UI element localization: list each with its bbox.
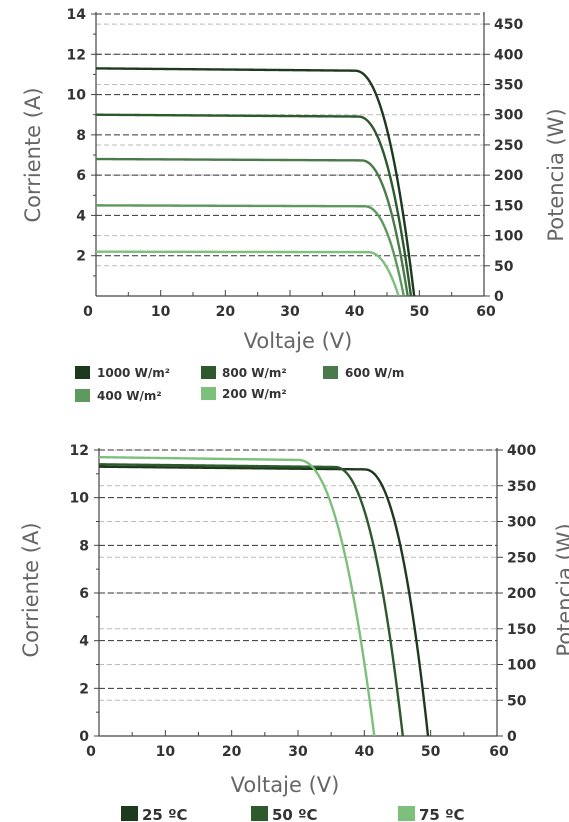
chart1-legend: 1000 W/m² 800 W/m² 600 W/m 400 W/m² 200 … [75, 366, 404, 403]
y2-tick-label: 350 [507, 479, 536, 495]
legend-swatch-25c [121, 806, 138, 821]
legend-label-800: 800 W/m² [222, 366, 287, 380]
x-tick-label: 0 [83, 304, 93, 320]
y2-tick-label: 400 [494, 47, 523, 63]
y-tick-label: 2 [76, 249, 86, 265]
y2-tick-label: 200 [494, 168, 523, 184]
series-line-0-2 [95, 157, 409, 297]
y-tick-label: 6 [79, 586, 89, 602]
y-tick-label: 12 [70, 443, 89, 459]
x-tick-label: 10 [151, 304, 171, 320]
y2-tick-label: 250 [507, 550, 536, 566]
y-tick-label: 8 [79, 538, 89, 554]
chart2-x-axis-title: Voltaje (V) [231, 773, 340, 797]
legend-label-75c: 75 ºC [419, 806, 465, 822]
series-line-1-1 [98, 463, 405, 737]
y2-tick-label: 0 [507, 729, 517, 745]
y2-tick-label: 350 [494, 78, 523, 94]
legend-label-600: 600 W/m [345, 366, 404, 380]
y-tick-label: 4 [76, 208, 86, 224]
legend-label-50c: 50 ºC [272, 806, 318, 822]
chart2-axes: 0 10 20 30 40 50 60024681012050100150200250300… [70, 443, 537, 760]
y2-tick-label: 300 [494, 108, 523, 124]
legend-label-400: 400 W/m² [97, 389, 162, 403]
y2-tick-label: 50 [494, 259, 514, 275]
legend-label-200: 200 W/m² [222, 387, 287, 401]
chart1-axes: 0 10 20 30 40 50 60 2 4 6 8 10 12 14 0 50 100 150 200 250 30… [67, 7, 524, 320]
x-tick-label: 30 [280, 304, 300, 320]
legend-swatch-1000 [75, 366, 90, 379]
x-tick-label: 20 [216, 304, 236, 320]
y-tick-label: 0 [79, 729, 89, 745]
legend-label-1000: 1000 W/m² [97, 366, 170, 380]
x-tick-label: 60 [476, 304, 496, 320]
y2-tick-label: 150 [494, 198, 523, 214]
x-tick-label: 50 [421, 744, 441, 760]
y2-tick-label: 400 [507, 443, 536, 459]
chart2-y-axis-title: Corriente (A) [19, 522, 43, 657]
chart2-grid [99, 449, 497, 701]
legend-swatch-400 [75, 389, 90, 402]
x-tick-label: 20 [222, 744, 242, 760]
legend-swatch-200 [201, 387, 216, 400]
y-tick-label: 10 [67, 88, 87, 104]
x-tick-label: 10 [156, 744, 176, 760]
y-tick-label: 12 [67, 47, 86, 63]
chart1-x-axis-title: Voltaje (V) [244, 329, 353, 353]
y2-tick-label: 100 [507, 658, 536, 674]
y-tick-label: 10 [70, 491, 90, 507]
chart1-y-axis-title: Corriente (A) [21, 87, 45, 222]
legend-swatch-800 [201, 366, 216, 379]
x-tick-label: 50 [410, 304, 430, 320]
chart2-y2-axis-title: Potencia (W) [553, 523, 569, 656]
legend-swatch-50c [251, 806, 268, 821]
legend-label-25c: 25 ºC [142, 806, 188, 822]
series-line-0-3 [96, 204, 405, 297]
x-tick-label: 30 [288, 744, 308, 760]
series-line-1-2 [98, 455, 376, 737]
series-line-0-1 [95, 113, 413, 297]
y2-tick-label: 150 [507, 622, 536, 638]
y-tick-label: 6 [76, 168, 86, 184]
y2-tick-label: 100 [494, 229, 523, 245]
y-tick-label: 8 [76, 128, 86, 144]
y2-tick-label: 200 [507, 586, 536, 602]
y2-tick-label: 250 [494, 138, 523, 154]
series-line-0-4 [96, 250, 400, 297]
x-tick-label: 0 [86, 744, 96, 760]
x-tick-label: 40 [355, 744, 375, 760]
chart1-grid [96, 13, 484, 267]
chart2-legend: 25 ºC 50 ºC 75 ºC [121, 806, 465, 822]
y-tick-label: 14 [67, 7, 87, 23]
legend-swatch-600 [323, 366, 338, 379]
legend-swatch-75c [398, 806, 415, 821]
x-tick-label: 60 [489, 744, 509, 760]
chart1-y2-axis-title: Potencia (W) [544, 108, 568, 241]
chart2-series [98, 455, 430, 737]
y2-tick-label: 450 [494, 17, 523, 33]
y-tick-label: 2 [79, 681, 89, 697]
series-line-1-0 [98, 465, 430, 737]
y2-tick-label: 50 [507, 693, 527, 709]
series-line-0-0 [95, 67, 416, 297]
y2-tick-label: 300 [507, 515, 536, 531]
x-tick-label: 40 [345, 304, 365, 320]
chart1-series [95, 67, 416, 297]
y2-tick-label: 0 [494, 289, 504, 305]
y-tick-label: 4 [79, 634, 89, 650]
